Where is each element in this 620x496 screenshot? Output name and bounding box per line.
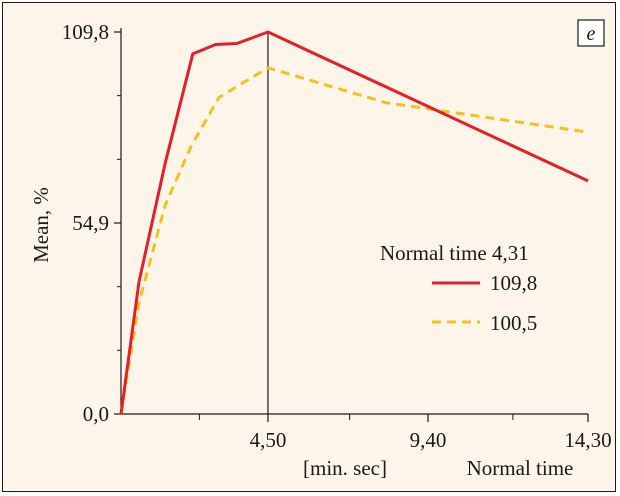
series-line-2 [119, 66, 589, 415]
x-tick-label: 14,30 [564, 428, 611, 452]
x-tick-labels: 4,50 9,40 14,30 [250, 428, 612, 452]
panel-label-box [577, 19, 605, 47]
x-tick-label: 4,50 [250, 428, 287, 452]
y-tick-labels: 109,8 54,9 0,0 [62, 20, 109, 426]
axes [120, 28, 588, 415]
x-axis-label: [min. sec] [303, 456, 387, 480]
legend-entry-series-1: 109,8 [490, 271, 537, 295]
x-axis-normal-time-label: Normal time [467, 456, 574, 480]
chart-panel [2, 2, 616, 492]
legend-entry-series-2: 100,5 [490, 311, 537, 335]
legend-title: Normal time 4,31 [380, 241, 529, 265]
x-tick-label: 9,40 [410, 428, 447, 452]
y-tick-label: 54,9 [72, 211, 109, 235]
series-lines [119, 30, 589, 415]
y-tick-label: 0,0 [83, 402, 109, 426]
tick-marks [114, 31, 589, 422]
y-axis-label: Mean, % [29, 187, 53, 263]
series-line-1 [119, 30, 589, 415]
legend: Normal time 4,31 109,8 100,5 [380, 241, 537, 335]
y-tick-label: 109,8 [62, 20, 109, 44]
panel-label: e [587, 23, 596, 45]
